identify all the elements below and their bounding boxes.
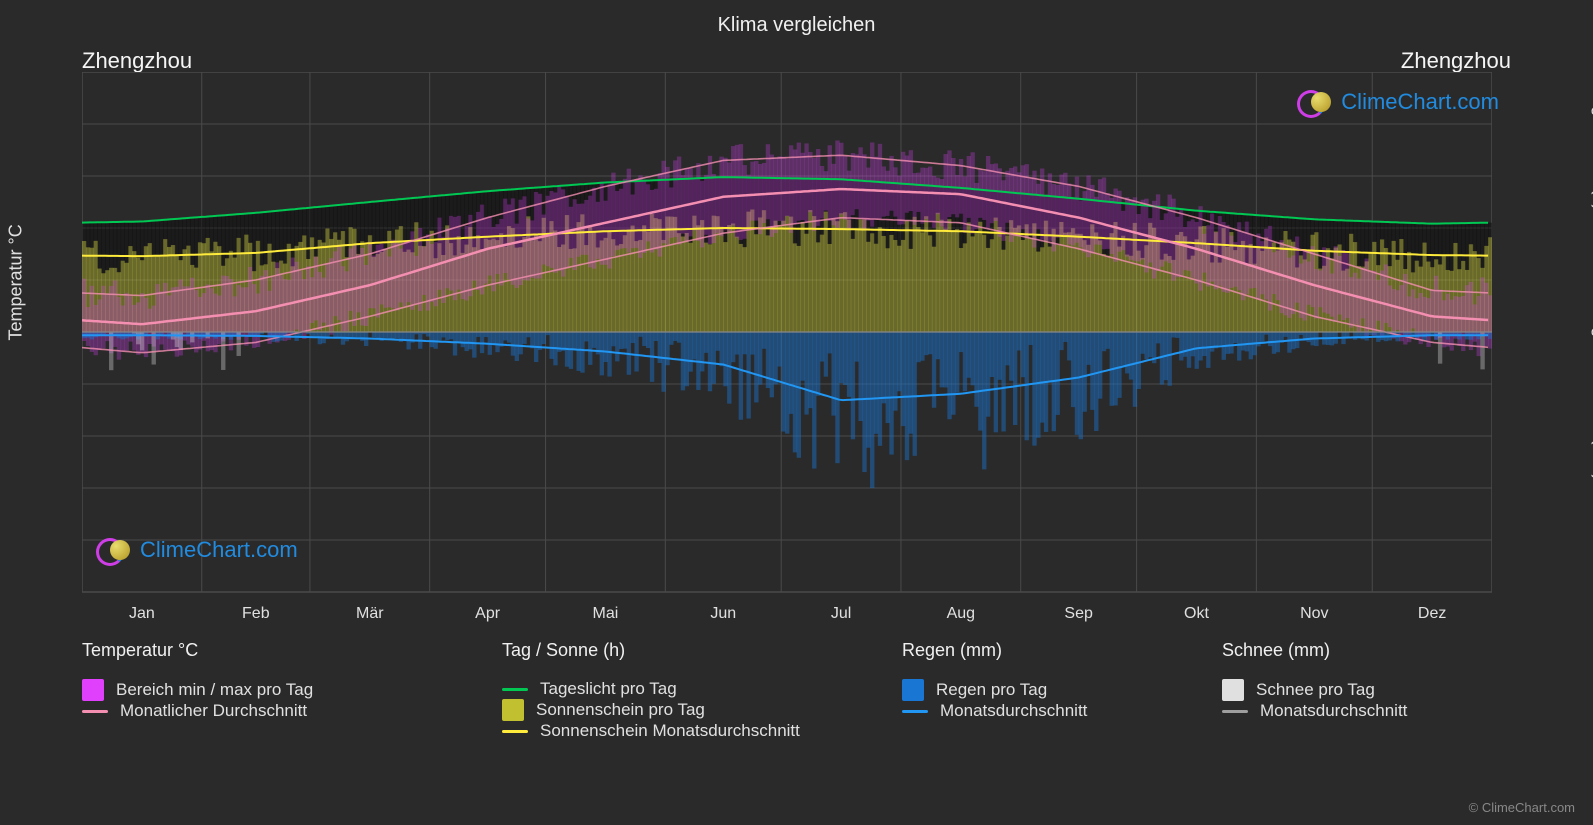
- legend-label: Monatsdurchschnitt: [940, 701, 1087, 721]
- svg-text:Feb: Feb: [242, 605, 270, 622]
- svg-text:Jul: Jul: [831, 605, 851, 622]
- legend-swatch: [902, 710, 928, 713]
- legend-col-snow: Schnee (mm) Schnee pro TagMonatsdurchsch…: [1222, 640, 1502, 741]
- legend-header: Schnee (mm): [1222, 640, 1502, 661]
- legend-item: Bereich min / max pro Tag: [82, 679, 462, 701]
- climechart-logo-icon: [1297, 88, 1333, 116]
- svg-text:Mär: Mär: [356, 605, 384, 622]
- svg-text:Nov: Nov: [1300, 605, 1328, 622]
- legend-swatch: [82, 679, 104, 701]
- svg-text:Okt: Okt: [1184, 605, 1209, 622]
- location-left-label: Zhengzhou: [82, 48, 192, 74]
- legend-swatch: [902, 679, 924, 701]
- legend-header: Tag / Sonne (h): [502, 640, 862, 661]
- legend-item: Tageslicht pro Tag: [502, 679, 862, 699]
- watermark-text: ClimeChart.com: [1341, 89, 1499, 115]
- legend-header: Regen (mm): [902, 640, 1182, 661]
- legend-swatch: [502, 688, 528, 691]
- location-right-label: Zhengzhou: [1401, 48, 1511, 74]
- svg-text:Sep: Sep: [1064, 605, 1093, 622]
- svg-text:Apr: Apr: [475, 605, 501, 622]
- legend-item: Monatsdurchschnitt: [902, 701, 1182, 721]
- legend-swatch: [82, 710, 108, 713]
- svg-text:Jun: Jun: [710, 605, 736, 622]
- legend-label: Bereich min / max pro Tag: [116, 680, 313, 700]
- legend-label: Sonnenschein pro Tag: [536, 700, 705, 720]
- watermark-bottom-left: ClimeChart.com: [96, 536, 298, 564]
- legend-item: Schnee pro Tag: [1222, 679, 1502, 701]
- svg-text:Mai: Mai: [593, 605, 619, 622]
- legend-col-rain: Regen (mm) Regen pro TagMonatsdurchschni…: [902, 640, 1182, 741]
- legend-col-sun: Tag / Sonne (h) Tageslicht pro TagSonnen…: [502, 640, 862, 741]
- svg-text:Jan: Jan: [129, 605, 155, 622]
- legend-label: Schnee pro Tag: [1256, 680, 1375, 700]
- chart-title: Klima vergleichen: [0, 0, 1593, 37]
- legend-swatch: [502, 699, 524, 721]
- legend-swatch: [1222, 710, 1248, 713]
- y-axis-left-label: Temperatur °C: [6, 224, 27, 340]
- legend-item: Monatlicher Durchschnitt: [82, 701, 462, 721]
- legend-header: Temperatur °C: [82, 640, 462, 661]
- watermark-text: ClimeChart.com: [140, 537, 298, 563]
- watermark-top-right: ClimeChart.com: [1297, 88, 1499, 116]
- legend-label: Monatlicher Durchschnitt: [120, 701, 307, 721]
- legend-item: Monatsdurchschnitt: [1222, 701, 1502, 721]
- legend-item: Regen pro Tag: [902, 679, 1182, 701]
- copyright-text: © ClimeChart.com: [1469, 800, 1575, 815]
- legend-label: Sonnenschein Monatsdurchschnitt: [540, 721, 800, 741]
- plot-area: -50-40-30-20-100102030405006121824102030…: [82, 72, 1492, 592]
- legend: Temperatur °C Bereich min / max pro TagM…: [82, 640, 1512, 741]
- svg-text:Dez: Dez: [1418, 605, 1446, 622]
- legend-swatch: [1222, 679, 1244, 701]
- legend-item: Sonnenschein pro Tag: [502, 699, 862, 721]
- legend-swatch: [502, 730, 528, 733]
- legend-label: Monatsdurchschnitt: [1260, 701, 1407, 721]
- legend-label: Tageslicht pro Tag: [540, 679, 677, 699]
- legend-item: Sonnenschein Monatsdurchschnitt: [502, 721, 862, 741]
- climechart-logo-icon: [96, 536, 132, 564]
- legend-col-temperature: Temperatur °C Bereich min / max pro TagM…: [82, 640, 462, 741]
- legend-label: Regen pro Tag: [936, 680, 1047, 700]
- climate-chart: Klima vergleichen Zhengzhou Zhengzhou Te…: [0, 0, 1593, 825]
- svg-text:Aug: Aug: [947, 605, 975, 622]
